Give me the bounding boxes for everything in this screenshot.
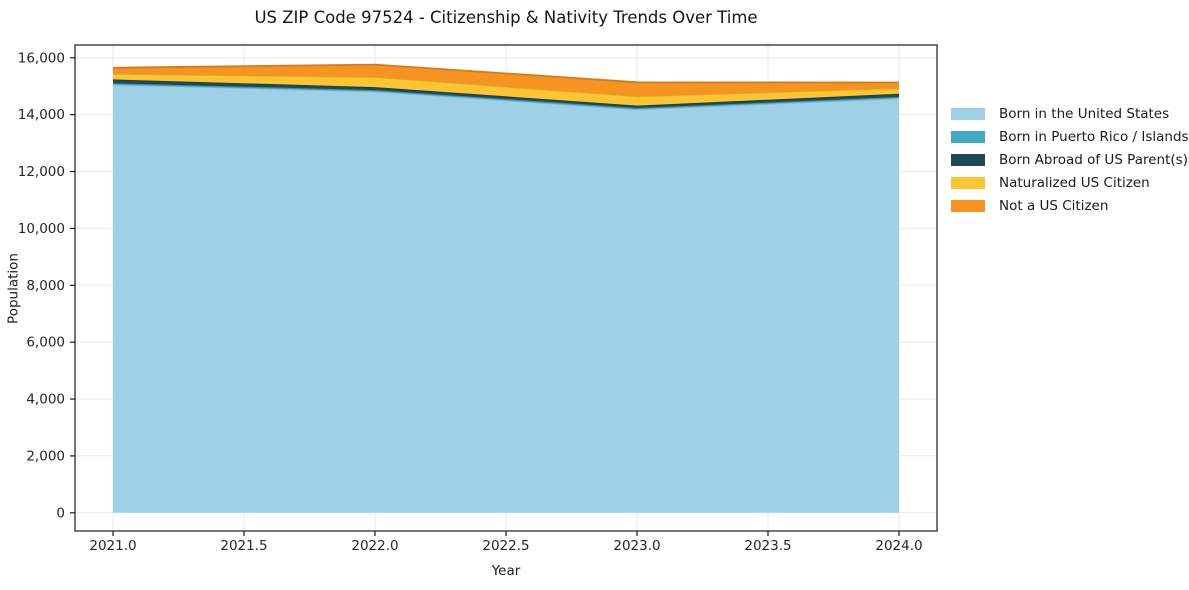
legend-label: Born in the United States [999, 105, 1170, 122]
x-tick-label: 2021.0 [89, 538, 136, 554]
legend-item-born-abroad-of-us-parent-s: Born Abroad of US Parent(s) [951, 148, 1189, 171]
legend-swatch-icon [951, 200, 985, 213]
x-tick-label: 2021.5 [220, 538, 267, 554]
chart-title: US ZIP Code 97524 - Citizenship & Nativi… [254, 8, 758, 27]
edge-not-a-us-citizen [112, 63, 900, 84]
area-not-a-us-citizen [112, 64, 900, 97]
x-axis-title: Year [491, 563, 521, 579]
y-tick-label: 0 [56, 505, 65, 521]
area-born-abroad-of-us-parent-s [112, 79, 900, 108]
x-tick-label: 2023.0 [613, 538, 660, 554]
y-tick-label: 4,000 [26, 392, 65, 408]
legend-swatch-icon [951, 177, 985, 190]
y-tick-label: 2,000 [26, 448, 65, 464]
area-born-in-the-united-states [112, 84, 900, 513]
x-tick-label: 2024.0 [875, 538, 922, 554]
y-tick-label: 6,000 [26, 335, 65, 351]
legend-label: Naturalized US Citizen [999, 175, 1150, 192]
legend: Born in the United States Born in Puerto … [951, 102, 1189, 218]
x-tick-label: 2023.5 [744, 538, 791, 554]
legend-item-not-a-us-citizen: Not a US Citizen [951, 195, 1189, 218]
legend-item-born-in-the-united-states: Born in the United States [951, 102, 1189, 125]
y-tick-label: 10,000 [18, 221, 65, 237]
legend-label: Not a US Citizen [999, 198, 1109, 215]
legend-item-born-in-puerto-rico-islands: Born in Puerto Rico / Islands [951, 125, 1189, 148]
legend-item-naturalized-us-citizen: Naturalized US Citizen [951, 172, 1189, 195]
x-tick-label: 2022.0 [351, 538, 398, 554]
y-tick-label: 12,000 [18, 164, 65, 180]
y-axis-title: Population [5, 253, 22, 324]
legend-swatch-icon [951, 130, 985, 143]
y-tick-label: 8,000 [26, 278, 65, 294]
x-tick-label: 2022.5 [482, 538, 529, 554]
legend-label: Born in Puerto Rico / Islands [999, 128, 1189, 145]
legend-swatch-icon [951, 107, 985, 120]
area-naturalized-us-citizen [112, 73, 900, 106]
legend-label: Born Abroad of US Parent(s) [999, 151, 1188, 168]
legend-swatch-icon [951, 153, 985, 166]
y-tick-label: 14,000 [18, 107, 65, 123]
y-tick-label: 16,000 [18, 50, 65, 66]
